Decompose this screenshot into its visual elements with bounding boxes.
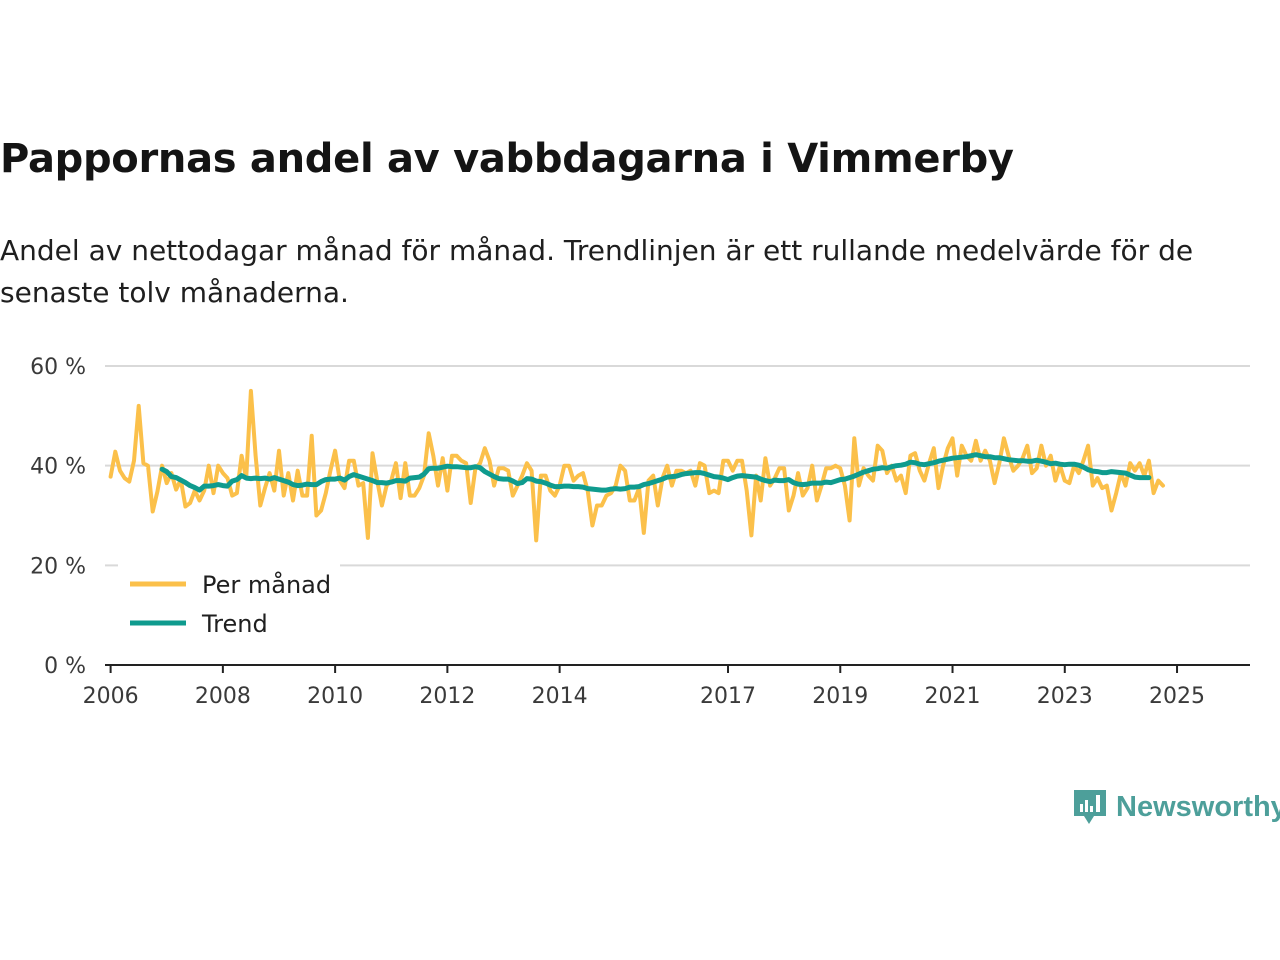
- chart-title: Pappornas andel av vabbdagarna i Vimmerb…: [0, 136, 1014, 182]
- x-tick-label: 2012: [419, 684, 475, 709]
- x-axis-ticks: 2006 2008 2010 2012 2014 2017 2019 2021 2023 2025: [83, 665, 1205, 709]
- line-chart: 0 % 20 % 40 % 60 % 2006 2008 2010 2012 2014 2017…: [30, 355, 1250, 709]
- legend-label-per-manad: Per månad: [202, 570, 331, 599]
- legend-label-trend: Trend: [201, 610, 268, 638]
- newsworthy-logo-text: Newsworthy: [1116, 790, 1280, 823]
- y-tick-label: 20 %: [30, 554, 86, 579]
- y-axis-ticks: 0 % 20 % 40 % 60 %: [30, 355, 86, 679]
- series-lines: [108, 388, 1165, 543]
- x-tick-label: 2017: [700, 684, 756, 709]
- y-tick-label: 60 %: [30, 355, 86, 380]
- chart-subtitle: Andel av nettodagar månad för månad. Tre…: [0, 234, 1194, 309]
- newsworthy-logo-icon: [1074, 790, 1106, 824]
- x-tick-label: 2014: [532, 684, 588, 709]
- x-tick-label: 2021: [925, 684, 981, 709]
- x-tick-label: 2006: [83, 684, 139, 709]
- x-tick-label: 2025: [1149, 684, 1205, 709]
- series-line-trend: [159, 452, 1152, 493]
- x-tick-label: 2019: [812, 684, 868, 709]
- y-tick-label: 0 %: [44, 654, 86, 679]
- legend: Per månad Trend: [130, 570, 331, 638]
- x-tick-label: 2010: [307, 684, 363, 709]
- x-tick-label: 2023: [1037, 684, 1093, 709]
- x-tick-label: 2008: [195, 684, 251, 709]
- legend-background: [118, 562, 340, 642]
- y-tick-label: 40 %: [30, 455, 86, 480]
- newsworthy-logo: Newsworthy: [1072, 786, 1280, 828]
